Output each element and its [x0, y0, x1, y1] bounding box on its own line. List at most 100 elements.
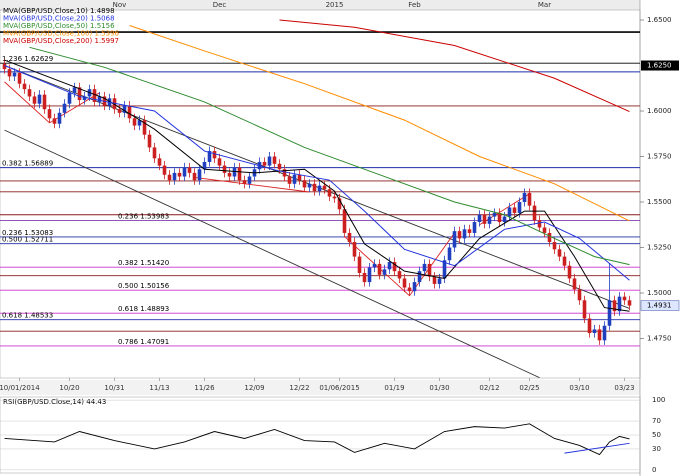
candle-body — [307, 183, 312, 188]
candle-body — [117, 109, 122, 113]
moving-average — [129, 24, 630, 222]
candle-body — [467, 229, 472, 233]
candle-body — [402, 278, 407, 288]
x-tick-label: 01/19 — [384, 384, 404, 392]
x-tick-label: 12/22 — [289, 384, 309, 392]
moving-average — [29, 46, 630, 266]
candle-body — [492, 212, 497, 217]
candle-body — [332, 196, 337, 199]
candle-body — [417, 271, 422, 283]
candle-body — [592, 329, 597, 334]
x-tick-label: 10/01/2014 — [0, 384, 40, 392]
candle-body — [327, 189, 332, 197]
candle-body — [477, 214, 482, 223]
candle-body — [202, 161, 207, 170]
legend-entry: MVA(GBP/USD,Close,100) 1.5396 — [3, 29, 120, 37]
candle-body — [197, 169, 202, 181]
x-tick-label: 10/20 — [59, 384, 79, 392]
trendline — [4, 129, 540, 378]
candle-body — [517, 202, 522, 213]
candle-body — [342, 209, 347, 233]
moving-average — [4, 59, 630, 312]
candle-body — [237, 167, 242, 181]
candle-body — [522, 192, 527, 203]
y-tick-label: 1.5000 — [647, 289, 672, 297]
candle-body — [42, 94, 47, 110]
rsi-plot — [0, 399, 640, 471]
candle-body — [367, 267, 372, 283]
candle-body — [167, 174, 172, 181]
candle-body — [297, 174, 302, 181]
candle-body — [407, 287, 412, 292]
candle-body — [487, 216, 492, 224]
candle-body — [27, 89, 32, 97]
y-tick-label: 1.6000 — [647, 107, 672, 115]
x-tick-label: 10/31 — [104, 384, 124, 392]
candle-body — [587, 318, 592, 334]
candle-body — [542, 227, 547, 233]
candle-body — [122, 105, 127, 113]
x-tick-label: 12/09 — [244, 384, 264, 392]
rsi-trendline — [564, 442, 630, 454]
candle-body — [262, 161, 267, 166]
candle-body — [552, 242, 557, 250]
candle-body — [2, 63, 7, 70]
trendline — [194, 176, 310, 193]
candle-body — [247, 176, 252, 184]
candle-body — [82, 96, 87, 101]
candle-body — [602, 325, 607, 341]
candle-body — [512, 207, 517, 213]
candle-body — [372, 263, 377, 268]
x-tick-label: 02/25 — [519, 384, 539, 392]
candle-body — [77, 87, 82, 101]
date-bar — [0, 380, 640, 395]
month-label: 2015 — [326, 1, 344, 9]
candle-body — [322, 185, 327, 190]
candle-body — [427, 263, 432, 277]
candle-body — [92, 89, 97, 102]
candle-body — [597, 329, 602, 341]
y-tick-label: 1.5500 — [647, 198, 672, 206]
candle-body — [447, 247, 452, 261]
candle-body — [57, 112, 62, 124]
candle-body — [52, 118, 57, 124]
candle-body — [137, 120, 142, 126]
candle-body — [507, 207, 512, 217]
level-label: 0.236 1.53983 — [118, 213, 169, 221]
candle-body — [162, 165, 167, 175]
candle-body — [12, 72, 17, 77]
candle-body — [577, 289, 582, 301]
candle-body — [347, 232, 352, 243]
candle-body — [32, 96, 37, 104]
month-label: Mar — [538, 1, 551, 9]
candle-body — [37, 94, 42, 104]
candle-body — [432, 276, 437, 284]
level-label: 0.618 1.48533 — [2, 312, 53, 320]
candle-body — [382, 269, 387, 275]
candle-body — [7, 69, 12, 77]
rsi-tick-label: 100 — [652, 396, 665, 404]
candle-body — [622, 296, 627, 301]
marked-level-label: 1.6250 — [647, 62, 672, 70]
level-label: 0.382 1.56889 — [2, 160, 53, 168]
x-tick-label: 11/26 — [194, 384, 215, 392]
level-label: 0.786 1.47091 — [118, 338, 169, 346]
x-tick-label: 03/10 — [569, 384, 589, 392]
candle-body — [147, 134, 152, 148]
x-tick-label: 02/12 — [479, 384, 499, 392]
candle-body — [152, 147, 157, 159]
legend-entry: MVA(GBP/USD,Close,200) 1.5997 — [3, 37, 119, 45]
candle-body — [302, 180, 307, 188]
candle-body — [62, 103, 67, 113]
candle-body — [97, 96, 102, 102]
candle-body — [67, 92, 72, 104]
candle-body — [272, 156, 277, 164]
candle-body — [337, 198, 342, 210]
level-label: 0.382 1.51420 — [118, 259, 169, 267]
candle-body — [217, 158, 222, 166]
candle-body — [617, 296, 622, 312]
candle-body — [127, 105, 132, 119]
candle-body — [222, 165, 227, 173]
candle-body — [207, 151, 212, 162]
